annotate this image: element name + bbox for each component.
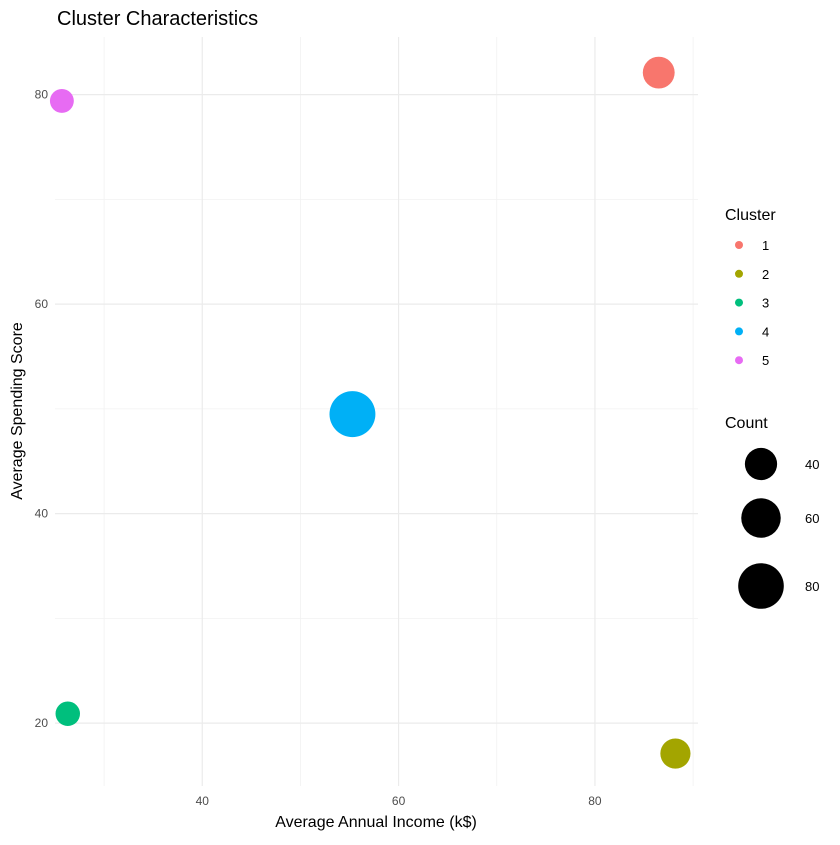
- cluster-point-4: [329, 391, 376, 438]
- y-tick-label: 20: [35, 716, 49, 730]
- cluster-point-3: [55, 701, 80, 726]
- y-tick-label: 40: [35, 507, 49, 521]
- size-key-60: [741, 498, 781, 538]
- size-label-60: 60: [805, 511, 819, 526]
- cluster-legend-title: Cluster: [725, 207, 776, 224]
- cluster-point-2: [660, 738, 691, 769]
- legend-key-4: [735, 327, 743, 336]
- legend-key-2: [735, 269, 743, 278]
- x-tick-label: 40: [196, 794, 210, 808]
- cluster-legend: Cluster 1 2 3 4 5: [725, 207, 776, 368]
- x-axis-ticks: 40 60 80: [196, 794, 602, 808]
- legend-key-1: [735, 241, 743, 249]
- size-key-40: [744, 447, 778, 481]
- cluster-point-5: [49, 88, 74, 113]
- count-legend: Count 40 60 80: [725, 415, 819, 609]
- legend-key-5: [735, 356, 743, 365]
- y-axis-ticks: 20 40 60 80: [35, 88, 49, 731]
- y-tick-label: 80: [35, 88, 49, 102]
- x-axis-title: Average Annual Income (k$): [275, 814, 477, 831]
- chart-title: Cluster Characteristics: [57, 8, 258, 30]
- legend-label-3: 3: [762, 296, 769, 311]
- size-label-40: 40: [805, 457, 819, 472]
- y-tick-label: 60: [35, 297, 49, 311]
- size-key-80: [738, 563, 784, 609]
- legend-label-4: 4: [762, 324, 769, 339]
- data-points: [49, 56, 691, 769]
- grid: [55, 37, 698, 786]
- size-label-80: 80: [805, 579, 819, 594]
- cluster-point-1: [642, 56, 675, 89]
- x-tick-label: 80: [588, 794, 602, 808]
- x-tick-label: 60: [392, 794, 406, 808]
- y-axis-title: Average Spending Score: [9, 322, 26, 500]
- legend-key-3: [735, 298, 743, 307]
- legend-label-1: 1: [762, 238, 769, 253]
- legend-label-5: 5: [762, 353, 769, 368]
- count-legend-title: Count: [725, 415, 768, 432]
- legend-label-2: 2: [762, 267, 769, 282]
